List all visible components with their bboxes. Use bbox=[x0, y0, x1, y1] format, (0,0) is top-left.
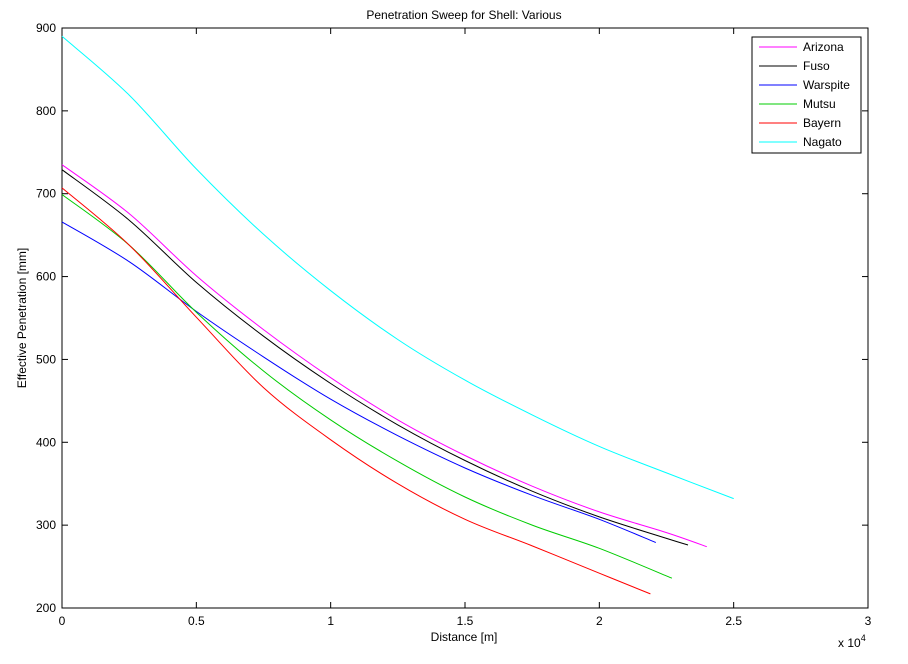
y-tick-label: 300 bbox=[36, 518, 56, 532]
y-axis-label: Effective Penetration [mm] bbox=[15, 248, 29, 389]
x-tick-label: 3 bbox=[865, 614, 872, 628]
x-axis-multiplier-exponent: 4 bbox=[861, 633, 866, 643]
legend: Arizona Fuso Warspite Mutsu Bayern Nagato bbox=[751, 36, 862, 154]
legend-label-bayern: Bayern bbox=[803, 116, 841, 130]
series-line-arizona bbox=[61, 164, 707, 548]
x-axis-multiplier-base: x 10 bbox=[838, 636, 861, 650]
x-tick-label: 0.5 bbox=[188, 614, 205, 628]
series-line-mutsu bbox=[61, 194, 673, 579]
x-tick-label: 2.5 bbox=[725, 614, 742, 628]
x-axis-multiplier: x 104 bbox=[838, 633, 866, 650]
y-tick-label: 800 bbox=[36, 104, 56, 118]
x-tick-label: 1.5 bbox=[457, 614, 474, 628]
series-line-nagato bbox=[61, 35, 734, 500]
x-tick-label: 2 bbox=[596, 614, 603, 628]
legend-label-nagato: Nagato bbox=[803, 135, 842, 149]
x-axis: 0 0.5 1 1.5 2 2.5 3 bbox=[59, 28, 872, 628]
y-tick-label: 500 bbox=[36, 352, 56, 366]
x-tick-label: 1 bbox=[327, 614, 334, 628]
y-axis: 200 300 400 500 600 700 800 900 bbox=[36, 21, 868, 615]
y-tick-label: 700 bbox=[36, 187, 56, 201]
legend-label-mutsu: Mutsu bbox=[803, 97, 836, 111]
series-line-bayern bbox=[61, 187, 651, 595]
x-axis-label: Distance [m] bbox=[431, 630, 498, 644]
y-tick-label: 200 bbox=[36, 601, 56, 615]
legend-label-warspite: Warspite bbox=[803, 78, 850, 92]
y-tick-label: 400 bbox=[36, 435, 56, 449]
series-lines bbox=[61, 35, 734, 595]
series-line-warspite bbox=[61, 221, 656, 543]
y-tick-label: 600 bbox=[36, 270, 56, 284]
chart-title: Penetration Sweep for Shell: Various bbox=[366, 8, 561, 22]
x-tick-label: 0 bbox=[59, 614, 66, 628]
y-tick-label: 900 bbox=[36, 21, 56, 35]
legend-label-arizona: Arizona bbox=[803, 40, 844, 54]
series-line-fuso bbox=[61, 169, 689, 546]
legend-box bbox=[751, 36, 862, 154]
legend-label-fuso: Fuso bbox=[803, 59, 830, 73]
plot-area bbox=[61, 27, 869, 609]
